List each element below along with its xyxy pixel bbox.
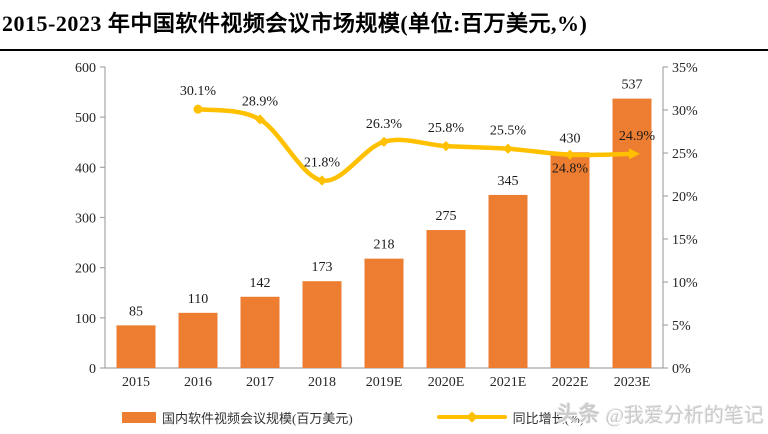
bar-series-label: 国内软件视频会议规模(百万美元)	[162, 410, 353, 426]
bar-2018	[302, 281, 342, 368]
bar-2020E	[426, 230, 466, 368]
bar-2023E	[612, 98, 652, 368]
x-axis-category-label: 2018	[308, 375, 336, 390]
right-axis-tick-label: 15%	[672, 233, 698, 248]
line-series-label: 同比增长(%)	[512, 410, 585, 426]
growth-rate-label: 25.8%	[428, 121, 465, 136]
bar-value-label: 218	[374, 238, 395, 253]
right-axis-tick-label: 5%	[672, 319, 691, 334]
toutiao-logo: 头条	[556, 402, 601, 426]
growth-rate-label: 21.8%	[304, 156, 341, 171]
left-axis-tick-label: 400	[75, 161, 96, 176]
bar-2015	[116, 325, 156, 368]
watermark: 头条 @我爱分析的笔记	[557, 398, 764, 428]
bar-value-label: 537	[622, 78, 643, 93]
page-title: 2015-2023 年中国软件视频会议市场规模(单位:百万美元,%)	[2, 11, 588, 36]
bar-value-label: 142	[250, 276, 271, 291]
line-start-marker	[193, 104, 203, 114]
left-axis-tick-label: 100	[75, 312, 96, 327]
right-axis-tick-label: 20%	[672, 190, 698, 205]
left-axis-tick-label: 300	[75, 212, 96, 227]
line-point-marker	[440, 141, 452, 152]
right-axis-tick-label: 30%	[672, 104, 698, 119]
left-axis-tick-label: 500	[75, 111, 96, 126]
x-axis-category-label: 2016	[184, 375, 212, 390]
line-series-swatch-icon	[436, 411, 507, 423]
bar-2019E	[364, 258, 404, 368]
right-axis-tick-label: 35%	[672, 61, 698, 76]
diamond-marker-icon	[466, 411, 478, 423]
growth-rate-label: 24.8%	[552, 162, 589, 177]
bar-2022E	[550, 152, 590, 368]
growth-rate-label: 30.1%	[180, 84, 217, 99]
growth-rate-label: 25.5%	[490, 124, 527, 139]
line-point-marker	[502, 143, 514, 154]
growth-rate-label: 24.9%	[619, 129, 656, 144]
right-axis-tick-label: 25%	[672, 147, 698, 162]
right-axis-tick-label: 10%	[672, 276, 698, 291]
growth-rate-label: 28.9%	[242, 94, 279, 109]
bar-2017	[240, 296, 280, 368]
left-axis-tick-label: 200	[75, 262, 96, 277]
bar-series-swatch-icon	[122, 411, 156, 423]
bar-value-label: 110	[188, 292, 208, 307]
legend-item-bar-series: 国内软件视频会议规模(百万美元)	[122, 408, 353, 427]
x-axis-category-label: 2017	[246, 375, 274, 390]
bar-2021E	[488, 194, 528, 368]
left-axis-tick-label: 600	[75, 61, 96, 76]
bar-value-label: 85	[129, 304, 143, 319]
x-axis-category-label: 2015	[122, 375, 150, 390]
title-divider	[0, 49, 768, 51]
bar-value-label: 275	[436, 209, 457, 224]
watermark-handle: @我爱分析的笔记	[605, 404, 764, 427]
left-axis-tick-label: 0	[89, 362, 96, 377]
right-axis-tick-label: 0%	[672, 362, 691, 377]
x-axis-category-label: 2023E	[614, 375, 651, 390]
bar-value-label: 173	[312, 260, 333, 275]
growth-rate-label: 26.3%	[366, 117, 403, 132]
x-axis-category-label: 2019E	[366, 375, 403, 390]
bar-value-label: 430	[560, 131, 581, 146]
bar-2016	[178, 312, 218, 368]
legend-item-line-series: 同比增长(%)	[436, 408, 585, 427]
bar-value-label: 345	[498, 174, 519, 189]
line-point-marker	[316, 175, 328, 186]
line-end-arrow-marker	[629, 148, 640, 160]
x-axis-category-label: 2022E	[552, 375, 589, 390]
growth-rate-line	[195, 106, 635, 183]
x-axis-category-label: 2021E	[490, 375, 527, 390]
chart-legend: 国内软件视频会议规模(百万美元) 同比增长(%)	[122, 406, 584, 428]
x-axis-category-label: 2020E	[428, 375, 465, 390]
